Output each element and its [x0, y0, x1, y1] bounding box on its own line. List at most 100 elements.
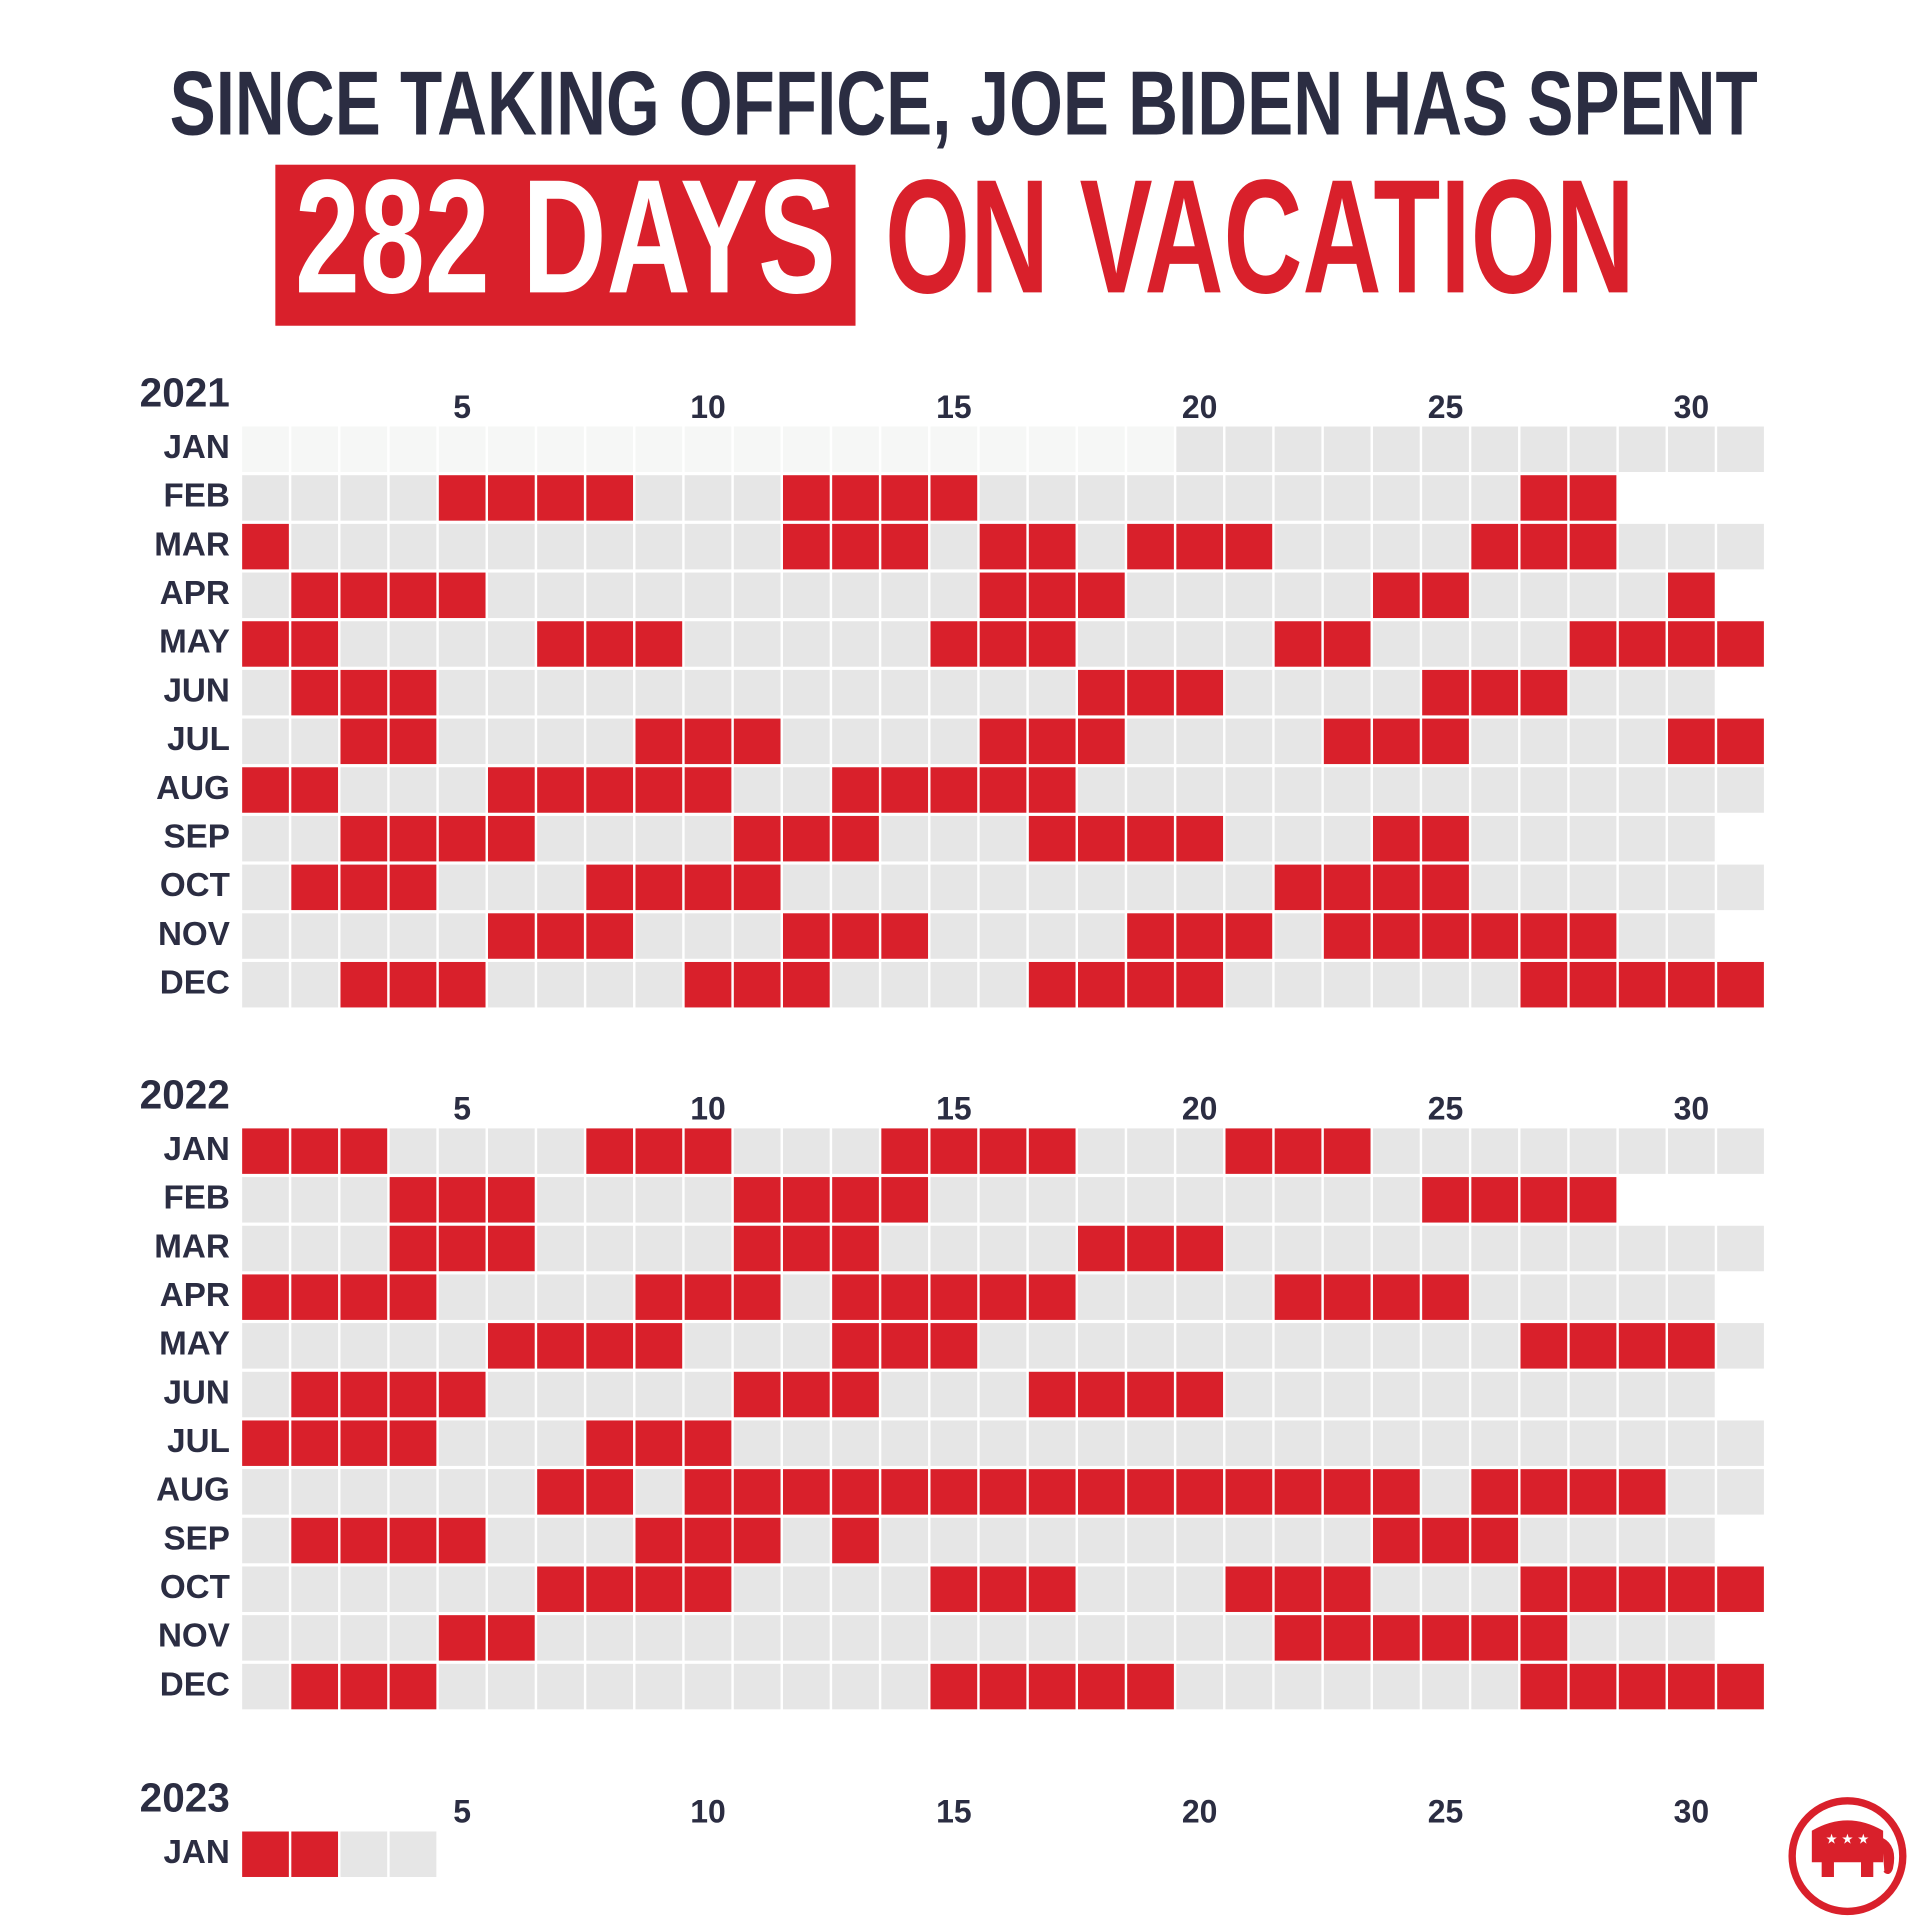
vacation-day	[1373, 1615, 1420, 1661]
day	[1274, 1225, 1322, 1272]
day	[1176, 475, 1224, 521]
day	[487, 1663, 535, 1710]
vacation-day	[930, 767, 978, 813]
day	[291, 1615, 339, 1661]
vacation-day	[1078, 1663, 1125, 1710]
inactive-day	[733, 426, 781, 473]
day	[438, 1566, 486, 1612]
day	[242, 1323, 289, 1369]
day-tick: 25	[1428, 1091, 1464, 1127]
day	[684, 1323, 732, 1369]
day	[635, 1615, 683, 1661]
day	[1422, 1469, 1469, 1515]
vacation-day	[1176, 523, 1224, 570]
vacation-day	[1618, 621, 1666, 667]
vacation-day	[1225, 523, 1273, 570]
vacation-day	[1471, 913, 1519, 959]
day	[782, 1323, 830, 1369]
vacation-day	[1569, 1323, 1617, 1369]
day	[242, 1469, 289, 1515]
day	[242, 1663, 289, 1710]
vacation-day	[1323, 864, 1371, 911]
day	[782, 1615, 830, 1661]
day	[1618, 669, 1666, 716]
vacation-day	[1274, 1566, 1322, 1612]
inactive-day	[487, 426, 535, 473]
day-tick: 10	[690, 1794, 726, 1830]
day	[1028, 864, 1076, 911]
day	[635, 1663, 683, 1710]
month-label: DEC	[160, 964, 230, 1001]
vacation-day	[389, 1420, 437, 1466]
day	[1176, 1177, 1224, 1223]
vacation-day	[389, 1517, 437, 1564]
day	[1127, 1274, 1174, 1320]
day	[1569, 815, 1617, 862]
day	[1717, 1128, 1764, 1174]
vacation-day	[537, 621, 584, 667]
vacation-day	[684, 1566, 732, 1612]
inactive-day	[291, 426, 339, 473]
inactive-day	[782, 426, 830, 473]
month-label: APR	[160, 1277, 230, 1314]
vacation-day	[586, 1128, 634, 1174]
day	[389, 1615, 437, 1661]
day	[1323, 1323, 1371, 1369]
day	[586, 1517, 634, 1564]
day	[684, 523, 732, 570]
day-tick: 15	[936, 389, 972, 425]
day	[487, 572, 535, 619]
day	[1569, 1371, 1617, 1418]
vacation-day	[1323, 621, 1371, 667]
day	[979, 1177, 1027, 1223]
vacation-day	[930, 475, 978, 521]
vacation-day	[635, 864, 683, 911]
day	[1422, 1663, 1469, 1710]
day	[1373, 1566, 1420, 1612]
day	[242, 572, 289, 619]
day	[1127, 475, 1174, 521]
day	[291, 815, 339, 862]
vacation-day	[1274, 1274, 1322, 1320]
day	[1176, 1274, 1224, 1320]
vacation-day	[979, 621, 1027, 667]
day	[832, 1420, 879, 1466]
vacation-day	[586, 1420, 634, 1466]
day	[1323, 523, 1371, 570]
vacation-day	[733, 961, 781, 1008]
day	[537, 1371, 584, 1418]
day	[586, 1371, 634, 1418]
day	[1373, 621, 1420, 667]
day	[1176, 864, 1224, 911]
day	[1373, 523, 1420, 570]
day	[1373, 961, 1420, 1008]
day	[1422, 426, 1469, 473]
day	[930, 961, 978, 1008]
month-label: JUL	[167, 721, 230, 758]
vacation-day	[979, 1274, 1027, 1320]
vacation-day	[733, 1371, 781, 1418]
day	[881, 1517, 929, 1564]
vacation-day	[1225, 1128, 1273, 1174]
day	[1520, 621, 1568, 667]
day	[782, 718, 830, 765]
day	[1078, 1128, 1125, 1174]
day	[242, 815, 289, 862]
day	[242, 1225, 289, 1272]
day	[979, 1420, 1027, 1466]
day-tick: 20	[1182, 389, 1218, 425]
day	[487, 621, 535, 667]
day	[1078, 475, 1125, 521]
day	[979, 864, 1027, 911]
day	[684, 475, 732, 521]
vacation-day	[1176, 1469, 1224, 1515]
vacation-day	[586, 913, 634, 959]
day	[242, 669, 289, 716]
day	[733, 1566, 781, 1612]
day	[1028, 1517, 1076, 1564]
vacation-day	[635, 1566, 683, 1612]
inactive-day	[1028, 426, 1076, 473]
vacation-day	[635, 621, 683, 667]
day	[1028, 913, 1076, 959]
day	[881, 621, 929, 667]
